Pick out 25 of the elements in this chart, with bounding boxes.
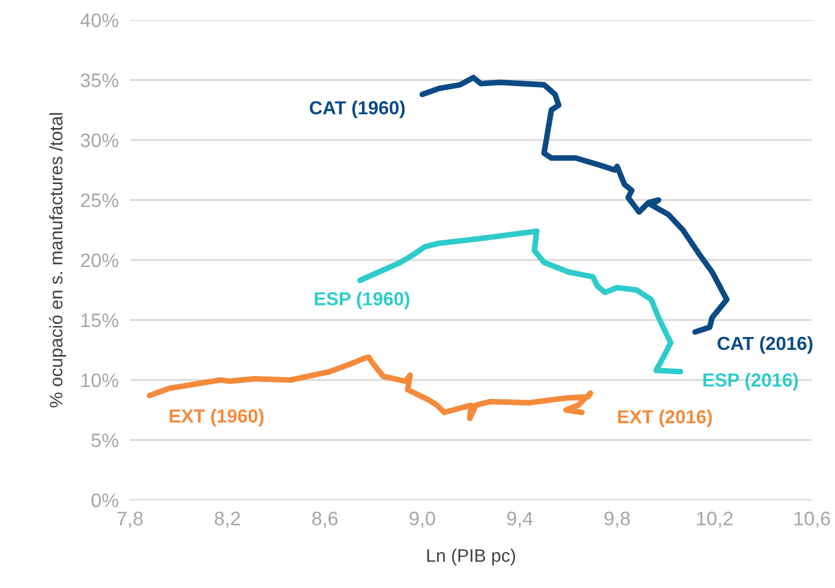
annotation: ESP (2016) <box>703 372 798 390</box>
annotation: CAT (1960) <box>310 100 405 118</box>
annotation: ESP (1960) <box>314 292 410 310</box>
y-tick-label: 0% <box>92 493 118 508</box>
x-tick-label: 10,6 <box>794 512 830 528</box>
annotation: EXT (1960) <box>170 408 264 426</box>
x-tick-label: 9,8 <box>604 512 630 528</box>
x-tick-label: 8,2 <box>214 512 240 528</box>
x-tick-label: 9,0 <box>410 512 436 528</box>
y-tick-label: 20% <box>80 253 118 268</box>
y-tick-label: 10% <box>81 373 118 388</box>
y-tick-label: 35% <box>80 73 118 88</box>
x-tick-label: 7,8 <box>117 512 143 528</box>
annotation: EXT (2016) <box>618 410 712 428</box>
annotation: CAT (2016) <box>718 336 812 354</box>
y-tick-label: 15% <box>81 314 118 328</box>
x-tick-label: 8,6 <box>312 512 338 528</box>
y-tick-label: 5% <box>92 434 118 448</box>
x-tick-label: 10,2 <box>697 512 733 528</box>
y-axis-title: % ocupació en s. manufactures /total <box>49 113 66 408</box>
y-tick-label: 30% <box>80 133 118 148</box>
x-tick-label: 9,4 <box>507 512 533 528</box>
y-tick-label: 25% <box>80 193 118 208</box>
x-axis-title: Ln (PIB pc) <box>427 548 516 566</box>
y-tick-label: 40% <box>80 13 118 28</box>
